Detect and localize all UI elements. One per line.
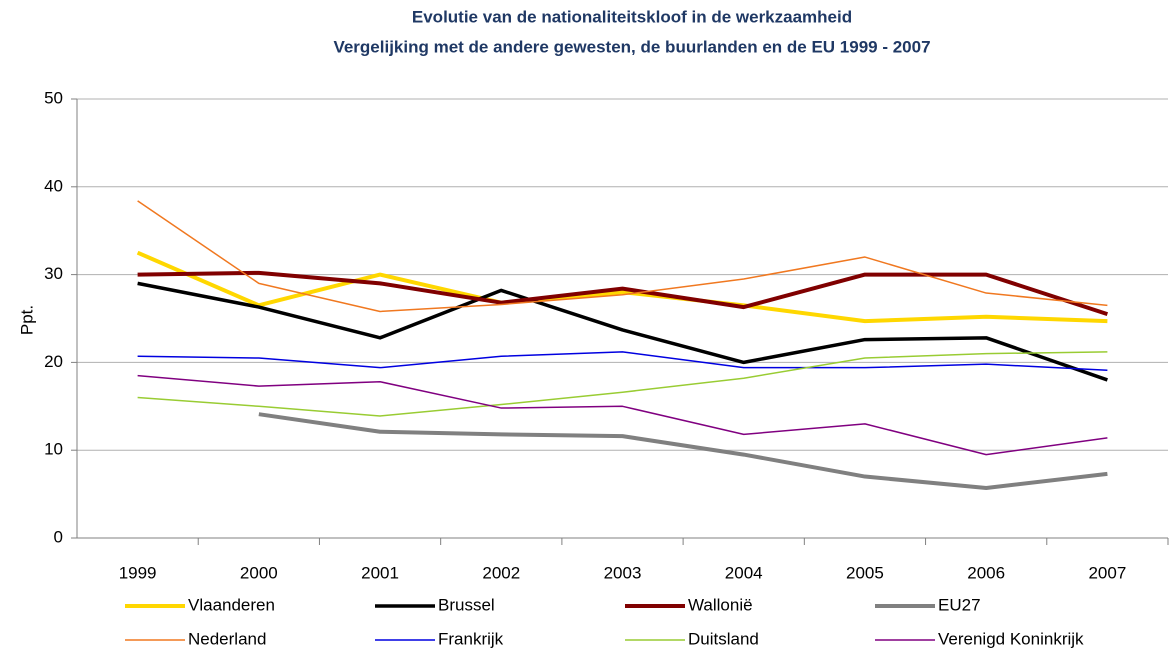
x-tick-label: 2006 (967, 563, 1005, 582)
x-tick-label: 1999 (119, 563, 157, 582)
x-tick-label: 2004 (725, 563, 763, 582)
legend-label: Vlaanderen (188, 595, 275, 614)
y-tick-label: 0 (54, 527, 63, 546)
y-tick-label: 10 (44, 440, 63, 459)
legend-label: Nederland (188, 629, 266, 648)
x-tick-label: 2007 (1088, 563, 1126, 582)
legend-label: Brussel (438, 595, 495, 614)
x-tick-label: 2000 (240, 563, 278, 582)
x-tick-label: 2003 (604, 563, 642, 582)
chart-subtitle: Vergelijking met de andere gewesten, de … (333, 37, 930, 56)
y-tick-label: 40 (44, 176, 63, 195)
series-line (137, 351, 1108, 372)
series-line (137, 374, 1108, 456)
x-tick-label: 2002 (482, 563, 520, 582)
legend-label: Duitsland (688, 629, 759, 648)
series-line (137, 351, 1108, 417)
x-tick-label: 2005 (846, 563, 884, 582)
y-tick-label: 20 (44, 352, 63, 371)
y-tick-label: 50 (44, 88, 63, 107)
y-tick-label: 30 (44, 264, 63, 283)
legend-label: Wallonië (688, 595, 753, 614)
legend-label: Verenigd Koninkrijk (938, 629, 1084, 648)
chart-title: Evolutie van de nationaliteitskloof in d… (412, 7, 852, 26)
series-line (136, 250, 1108, 324)
x-tick-label: 2001 (361, 563, 399, 582)
legend-label: EU27 (938, 595, 981, 614)
series-line (137, 270, 1109, 317)
series-line (137, 281, 1108, 382)
series-line (137, 200, 1108, 313)
series-line (258, 412, 1108, 490)
y-axis-label: Ppt. (17, 305, 36, 335)
legend-label: Frankrijk (438, 629, 504, 648)
